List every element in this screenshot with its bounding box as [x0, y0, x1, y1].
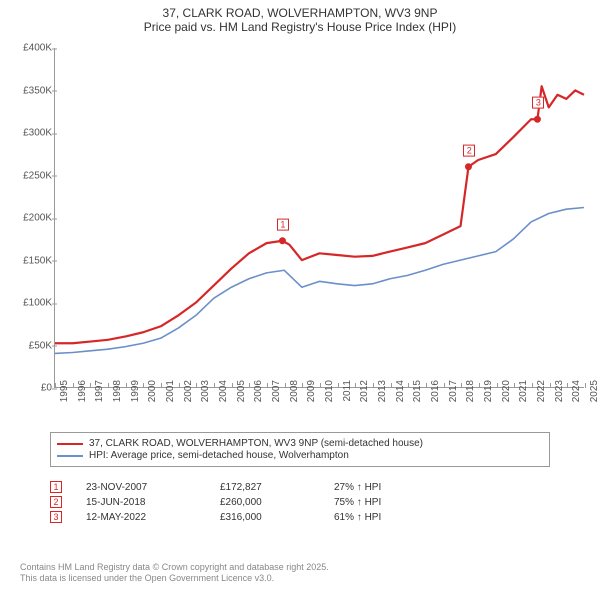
attribution: Contains HM Land Registry data © Crown c… — [20, 562, 580, 585]
legend-item: 37, CLARK ROAD, WOLVERHAMPTON, WV3 9NP (… — [57, 438, 543, 449]
y-tick-label: £0 — [10, 383, 52, 394]
y-tick-label: £200K — [10, 213, 52, 224]
x-tick-label: 1997 — [94, 380, 105, 410]
x-tick-label: 2010 — [324, 380, 335, 410]
legend: 37, CLARK ROAD, WOLVERHAMPTON, WV3 9NP (… — [50, 432, 550, 467]
sale-diff: 75% ↑ HPI — [334, 497, 434, 508]
attribution-line-2: This data is licensed under the Open Gov… — [20, 573, 580, 584]
x-tick-label: 1995 — [59, 380, 70, 410]
sale-date: 15-JUN-2018 — [86, 497, 196, 508]
legend-label: 37, CLARK ROAD, WOLVERHAMPTON, WV3 9NP (… — [89, 438, 423, 449]
legend-label: HPI: Average price, semi-detached house,… — [89, 450, 349, 461]
x-tick-label: 2012 — [359, 380, 370, 410]
sale-marker-dot — [465, 163, 472, 170]
y-tick-label: £100K — [10, 298, 52, 309]
x-tick-label: 1998 — [112, 380, 123, 410]
title-line-2: Price paid vs. HM Land Registry's House … — [10, 20, 590, 34]
y-tick-label: £350K — [10, 85, 52, 96]
legend-swatch — [57, 443, 83, 445]
sale-index-box: 3 — [50, 511, 62, 523]
legend-swatch — [57, 455, 83, 457]
sales-row: 3 12-MAY-2022 £316,000 61% ↑ HPI — [50, 511, 550, 523]
x-tick-label: 2022 — [536, 380, 547, 410]
legend-item: HPI: Average price, semi-detached house,… — [57, 450, 543, 461]
attribution-line-1: Contains HM Land Registry data © Crown c… — [20, 562, 580, 573]
y-tick-label: £250K — [10, 170, 52, 181]
chart-title-block: 37, CLARK ROAD, WOLVERHAMPTON, WV3 9NP P… — [0, 0, 600, 36]
sale-marker-label: 2 — [463, 145, 475, 157]
x-tick-label: 2020 — [501, 380, 512, 410]
y-tick-label: £300K — [10, 128, 52, 139]
x-tick-label: 2024 — [571, 380, 582, 410]
series-line — [55, 207, 584, 353]
series-line — [55, 86, 584, 343]
sale-price: £172,827 — [220, 482, 310, 493]
x-tick-label: 2015 — [412, 380, 423, 410]
x-tick-label: 2001 — [165, 380, 176, 410]
sales-row: 2 15-JUN-2018 £260,000 75% ↑ HPI — [50, 496, 550, 508]
x-tick-label: 1999 — [130, 380, 141, 410]
sale-marker-dot — [279, 237, 286, 244]
x-tick-label: 2017 — [448, 380, 459, 410]
x-tick-label: 2018 — [465, 380, 476, 410]
x-tick-label: 2000 — [147, 380, 158, 410]
plot-area: 123 199519961997199819992000200120022003… — [54, 48, 584, 388]
x-tick-label: 2009 — [306, 380, 317, 410]
sale-marker-label: 3 — [532, 97, 544, 109]
x-tick-label: 2003 — [200, 380, 211, 410]
x-tick-label: 2007 — [271, 380, 282, 410]
sale-price: £260,000 — [220, 497, 310, 508]
sale-date: 12-MAY-2022 — [86, 512, 196, 523]
x-tick-label: 2019 — [483, 380, 494, 410]
sale-marker-dot — [534, 116, 541, 123]
x-tick-label: 2008 — [289, 380, 300, 410]
y-tick-label: £400K — [10, 43, 52, 54]
x-tick-label: 2006 — [253, 380, 264, 410]
x-tick-label: 2011 — [342, 380, 353, 410]
x-tick-label: 2023 — [554, 380, 565, 410]
title-line-1: 37, CLARK ROAD, WOLVERHAMPTON, WV3 9NP — [10, 6, 590, 20]
sale-index-box: 1 — [50, 481, 62, 493]
chart-lines — [55, 48, 584, 387]
sale-diff: 61% ↑ HPI — [334, 512, 434, 523]
sale-diff: 27% ↑ HPI — [334, 482, 434, 493]
x-tick-label: 2016 — [430, 380, 441, 410]
x-tick-label: 1996 — [77, 380, 88, 410]
y-tick-label: £150K — [10, 255, 52, 266]
sale-marker-label: 1 — [277, 219, 289, 231]
sale-date: 23-NOV-2007 — [86, 482, 196, 493]
sale-index-box: 2 — [50, 496, 62, 508]
x-tick-label: 2021 — [518, 380, 529, 410]
x-tick-label: 2014 — [395, 380, 406, 410]
sales-row: 1 23-NOV-2007 £172,827 27% ↑ HPI — [50, 481, 550, 493]
x-tick-label: 2004 — [218, 380, 229, 410]
x-tick-label: 2005 — [236, 380, 247, 410]
x-tick-label: 2013 — [377, 380, 388, 410]
chart-container: £0 £50K £100K £150K £200K £250K £300K £350K £400… — [10, 42, 590, 422]
sales-table: 1 23-NOV-2007 £172,827 27% ↑ HPI 2 15-JU… — [50, 478, 550, 526]
x-tick-label: 2025 — [589, 380, 600, 410]
y-tick-label: £50K — [10, 340, 52, 351]
sale-price: £316,000 — [220, 512, 310, 523]
x-tick-label: 2002 — [183, 380, 194, 410]
